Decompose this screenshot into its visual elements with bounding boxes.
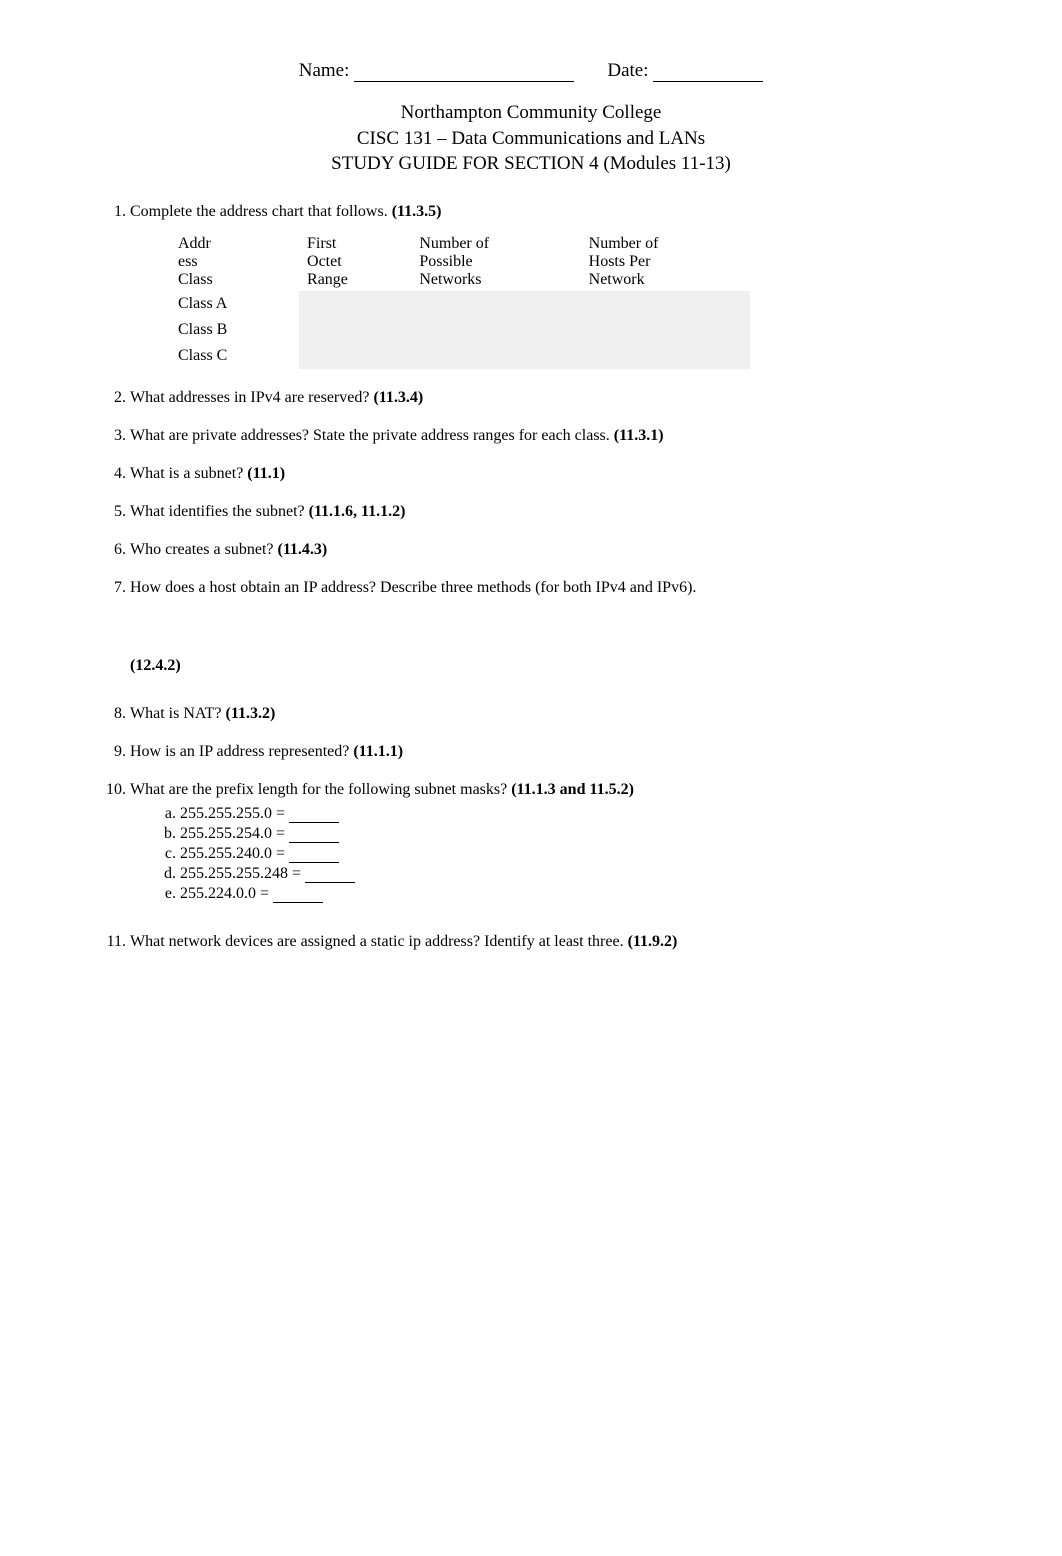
q11-text: What network devices are assigned a stat…: [130, 933, 628, 950]
standalone-ref: (12.4.2): [130, 657, 962, 675]
name-date-line: Name: Date:: [100, 60, 962, 82]
q2-text: What addresses in IPv4 are reserved?: [130, 389, 373, 406]
date-label: Date:: [607, 60, 648, 81]
name-blank[interactable]: [354, 81, 574, 82]
cell-class-c: Class C: [170, 343, 299, 369]
q5-text: What identifies the subnet?: [130, 503, 309, 520]
q10-c-blank[interactable]: [289, 862, 339, 863]
q6-ref: (11.4.3): [277, 541, 327, 558]
th-first-octet: First Octet Range: [299, 233, 411, 291]
address-table-wrap: Addr ess Class First Octet Range Number …: [170, 233, 750, 369]
address-table: Addr ess Class First Octet Range Number …: [170, 233, 750, 369]
q10-d-blank[interactable]: [305, 882, 355, 883]
q4-text: What is a subnet?: [130, 465, 247, 482]
name-label: Name:: [299, 60, 350, 81]
date-blank[interactable]: [653, 81, 763, 82]
th-hosts: Number of Hosts Per Network: [581, 233, 750, 291]
q10-ref: (11.1.3 and 11.5.2): [511, 781, 634, 798]
q3-ref: (11.3.1): [614, 427, 664, 444]
q10-a-blank[interactable]: [289, 822, 339, 823]
question-4: What is a subnet? (11.1): [130, 465, 962, 483]
th-networks: Number of Possible Networks: [411, 233, 580, 291]
q8-text: What is NAT?: [130, 705, 226, 722]
q9-text: How is an IP address represented?: [130, 743, 353, 760]
question-2: What addresses in IPv4 are reserved? (11…: [130, 389, 962, 407]
cell-class-b: Class B: [170, 317, 299, 343]
cell-blank[interactable]: [411, 291, 580, 317]
q10-text: What are the prefix length for the follo…: [130, 781, 511, 798]
question-1: Complete the address chart that follows.…: [130, 203, 962, 369]
cell-blank[interactable]: [411, 343, 580, 369]
question-list: Complete the address chart that follows.…: [100, 203, 962, 597]
q10-d: 255.255.255.248 =: [180, 865, 962, 883]
question-10: What are the prefix length for the follo…: [130, 781, 962, 903]
q1-ref: (11.3.5): [392, 203, 442, 220]
q3-text: What are private addresses? State the pr…: [130, 427, 614, 444]
q10-b: 255.255.254.0 =: [180, 825, 962, 843]
q10-a: 255.255.255.0 =: [180, 805, 962, 823]
title-line-1: Northampton Community College: [100, 100, 962, 126]
q11-ref: (11.9.2): [628, 933, 678, 950]
q10-e: 255.224.0.0 =: [180, 885, 962, 903]
table-row: Class A: [170, 291, 750, 317]
cell-blank[interactable]: [581, 317, 750, 343]
cell-blank[interactable]: [411, 317, 580, 343]
q10-e-blank[interactable]: [273, 902, 323, 903]
q8-ref: (11.3.2): [226, 705, 276, 722]
cell-class-a: Class A: [170, 291, 299, 317]
table-row: Class B: [170, 317, 750, 343]
table-row: Class C: [170, 343, 750, 369]
title-block: Northampton Community College CISC 131 –…: [100, 100, 962, 177]
cell-blank[interactable]: [299, 291, 411, 317]
q10-sublist: 255.255.255.0 = 255.255.254.0 = 255.255.…: [130, 805, 962, 903]
question-5: What identifies the subnet? (11.1.6, 11.…: [130, 503, 962, 521]
th-address-class: Addr ess Class: [170, 233, 299, 291]
question-3: What are private addresses? State the pr…: [130, 427, 962, 445]
q2-ref: (11.3.4): [373, 389, 423, 406]
question-11: What network devices are assigned a stat…: [130, 933, 962, 951]
title-line-3: STUDY GUIDE FOR SECTION 4 (Modules 11-13…: [100, 151, 962, 177]
q10-b-blank[interactable]: [289, 842, 339, 843]
question-list-cont: What is NAT? (11.3.2) How is an IP addre…: [100, 705, 962, 951]
q1-text: Complete the address chart that follows.: [130, 203, 392, 220]
q6-text: Who creates a subnet?: [130, 541, 277, 558]
question-7: How does a host obtain an IP address? De…: [130, 579, 962, 597]
q10-c: 255.255.240.0 =: [180, 845, 962, 863]
q5-ref: (11.1.6, 11.1.2): [309, 503, 406, 520]
question-6: Who creates a subnet? (11.4.3): [130, 541, 962, 559]
question-8: What is NAT? (11.3.2): [130, 705, 962, 723]
title-line-2: CISC 131 – Data Communications and LANs: [100, 126, 962, 152]
q4-ref: (11.1): [247, 465, 285, 482]
q9-ref: (11.1.1): [353, 743, 403, 760]
cell-blank[interactable]: [581, 343, 750, 369]
q7-text: How does a host obtain an IP address? De…: [130, 579, 696, 596]
cell-blank[interactable]: [299, 343, 411, 369]
cell-blank[interactable]: [581, 291, 750, 317]
cell-blank[interactable]: [299, 317, 411, 343]
table-header-row: Addr ess Class First Octet Range Number …: [170, 233, 750, 291]
question-9: How is an IP address represented? (11.1.…: [130, 743, 962, 761]
